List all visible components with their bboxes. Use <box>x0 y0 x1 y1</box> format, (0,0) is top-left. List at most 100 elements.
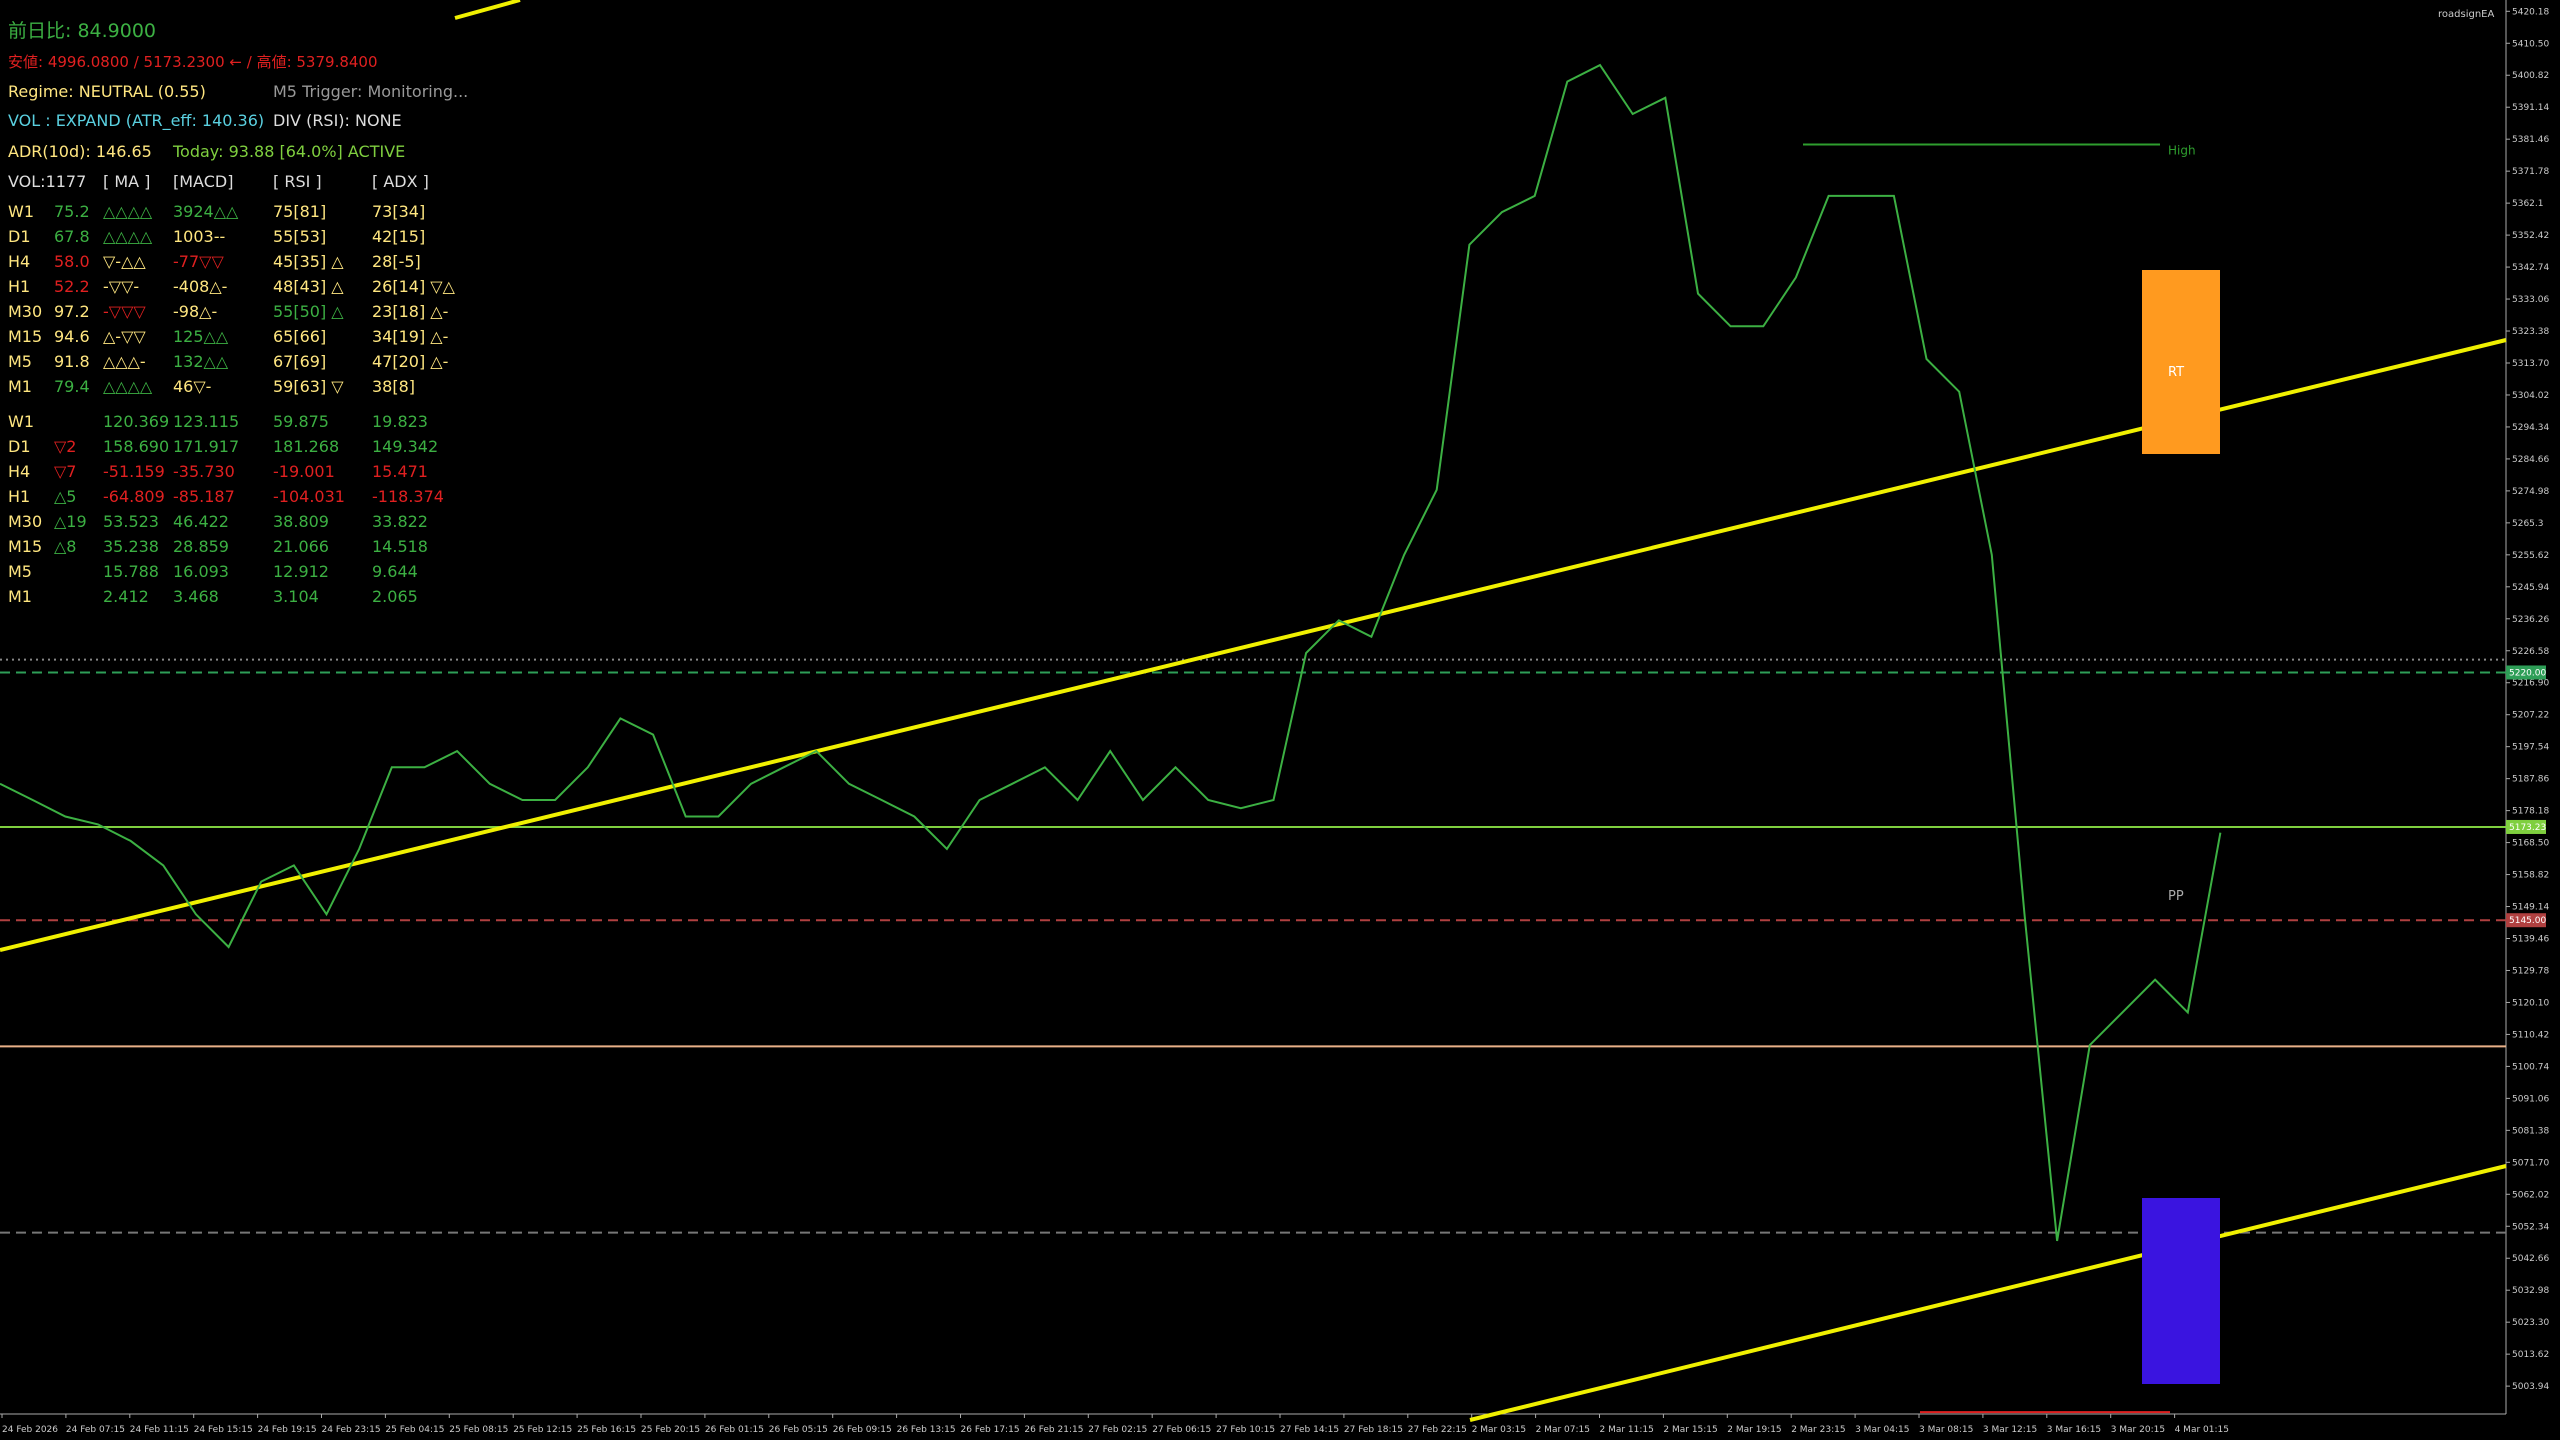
y-tick-label: 5081.38 <box>2512 1126 2549 1136</box>
table-header: VOL:1177 <box>8 172 87 191</box>
table-cell: -408△- <box>173 277 228 296</box>
today: Today: 93.88 [64.0%] ACTIVE <box>173 142 406 161</box>
x-tick-label: 25 Feb 16:15 <box>577 1425 636 1435</box>
table2-tf: M5 <box>8 562 32 581</box>
table2-value: 149.342 <box>372 437 439 456</box>
pivot-label: PP <box>2168 889 2184 904</box>
table-cell: 125△△ <box>173 327 229 346</box>
table-cell: M15 <box>8 327 43 346</box>
x-tick-label: 2 Mar 15:15 <box>1663 1425 1717 1435</box>
table-cell: 97.2 <box>54 302 90 321</box>
x-tick-label: 26 Feb 17:15 <box>961 1425 1020 1435</box>
table-cell: ▽-△△ <box>103 252 146 271</box>
trend-line <box>0 338 2507 952</box>
x-tick-label: 24 Feb 07:15 <box>66 1425 125 1435</box>
y-tick-label: 5120.10 <box>2512 998 2549 1008</box>
table2-tf: H1 <box>8 487 31 506</box>
table-cell: 3924△△ <box>173 202 239 221</box>
x-tick-label: 26 Feb 21:15 <box>1024 1425 1083 1435</box>
table2-value: 120.369 <box>103 412 170 431</box>
y-tick-label: 5197.54 <box>2512 743 2549 753</box>
y-tick-label: 5265.3 <box>2512 519 2544 529</box>
x-tick-label: 3 Mar 16:15 <box>2047 1425 2101 1435</box>
y-tick-label: 5352.42 <box>2512 231 2549 241</box>
y-tick-label: 5149.14 <box>2512 903 2549 913</box>
table2-value: -19.001 <box>273 462 335 481</box>
y-tick-label: 5187.86 <box>2512 775 2549 785</box>
table-cell: 55[50] △ <box>273 302 344 321</box>
x-tick-label: 27 Feb 06:15 <box>1152 1425 1211 1435</box>
y-tick-label: 5381.46 <box>2512 135 2549 145</box>
table-cell: △△△△ <box>103 202 153 221</box>
x-tick-label: 24 Feb 23:15 <box>322 1425 381 1435</box>
x-tick-label: 4 Mar 01:15 <box>2175 1425 2229 1435</box>
table2-value: 21.066 <box>273 537 329 556</box>
table2-value: 181.268 <box>273 437 340 456</box>
y-tick-label: 5168.50 <box>2512 839 2549 849</box>
table-cell: 34[19] △- <box>372 327 449 346</box>
table-cell: 1003-- <box>173 227 226 246</box>
table-cell: 58.0 <box>54 252 90 271</box>
table-cell: 65[66] <box>273 327 327 346</box>
x-tick-label: 2 Mar 03:15 <box>1472 1425 1526 1435</box>
table2-value: 15.788 <box>103 562 159 581</box>
table2-value: 28.859 <box>173 537 229 556</box>
y-tick-label: 5226.58 <box>2512 647 2549 657</box>
table2-value: 2.412 <box>103 587 149 606</box>
adr: ADR(10d): 146.65 <box>8 142 152 161</box>
vol: VOL : EXPAND (ATR_eff: 140.36) <box>8 111 265 130</box>
table-cell: -▽▽▽ <box>103 302 146 321</box>
table2-value: 46.422 <box>173 512 229 531</box>
x-tick-label: 25 Feb 20:15 <box>641 1425 700 1435</box>
x-tick-label: 3 Mar 04:15 <box>1855 1425 1909 1435</box>
y-tick-label: 5255.62 <box>2512 551 2549 561</box>
price-badge-label: 5145.00 <box>2509 916 2546 926</box>
table2-value: 19.823 <box>372 412 428 431</box>
trend-line <box>1469 1164 2507 1422</box>
table2-value: -118.374 <box>372 487 444 506</box>
resistance-zone <box>2142 270 2220 454</box>
table2-value: 53.523 <box>103 512 159 531</box>
table-cell: 45[35] △ <box>273 252 344 271</box>
x-tick-label: 3 Mar 20:15 <box>2111 1425 2165 1435</box>
table-cell: 23[18] △- <box>372 302 449 321</box>
y-tick-label: 5362.1 <box>2512 199 2544 209</box>
table2-tf: M15 <box>8 537 43 556</box>
range: 安値: 4996.0800 / 5173.2300 ← / 高値: 5379.8… <box>8 53 378 71</box>
x-tick-label: 26 Feb 05:15 <box>769 1425 828 1435</box>
y-tick-label: 5110.42 <box>2512 1030 2549 1040</box>
table2-value: 3.104 <box>273 587 319 606</box>
y-tick-label: 5342.74 <box>2512 263 2549 273</box>
table2-value: 3.468 <box>173 587 219 606</box>
trigger: M5 Trigger: Monitoring... <box>273 82 469 101</box>
table-cell: M1 <box>8 377 32 396</box>
table2-value: 2.065 <box>372 587 418 606</box>
y-tick-label: 5100.74 <box>2512 1062 2549 1072</box>
x-tick-label: 26 Feb 09:15 <box>833 1425 892 1435</box>
x-tick-label: 25 Feb 08:15 <box>449 1425 508 1435</box>
table-cell: 94.6 <box>54 327 90 346</box>
table-header: [ MA ] <box>103 172 151 191</box>
table2-value: -104.031 <box>273 487 345 506</box>
table-cell: 67[69] <box>273 352 327 371</box>
table2-value: -51.159 <box>103 462 165 481</box>
table-header: [ RSI ] <box>273 172 322 191</box>
price-badge <box>2506 913 2546 928</box>
table-cell: 59[63] ▽ <box>273 377 344 396</box>
x-tick-label: 27 Feb 02:15 <box>1088 1425 1147 1435</box>
table-cell: 55[53] <box>273 227 327 246</box>
table-cell: 42[15] <box>372 227 426 246</box>
level-label: High <box>2168 144 2196 158</box>
y-tick-label: 5158.82 <box>2512 871 2549 881</box>
table2-value: 123.115 <box>173 412 240 431</box>
y-tick-label: 5091.06 <box>2512 1094 2549 1104</box>
x-tick-label: 26 Feb 01:15 <box>705 1425 764 1435</box>
x-tick-label: 24 Feb 19:15 <box>258 1425 317 1435</box>
table2-value: 158.690 <box>103 437 170 456</box>
table-cell: 26[14] ▽△ <box>372 277 455 296</box>
price-badge-label: 5220.00 <box>2509 668 2546 678</box>
table2-value: 12.912 <box>273 562 329 581</box>
table2-value: 38.809 <box>273 512 329 531</box>
y-tick-label: 5052.34 <box>2512 1222 2549 1232</box>
